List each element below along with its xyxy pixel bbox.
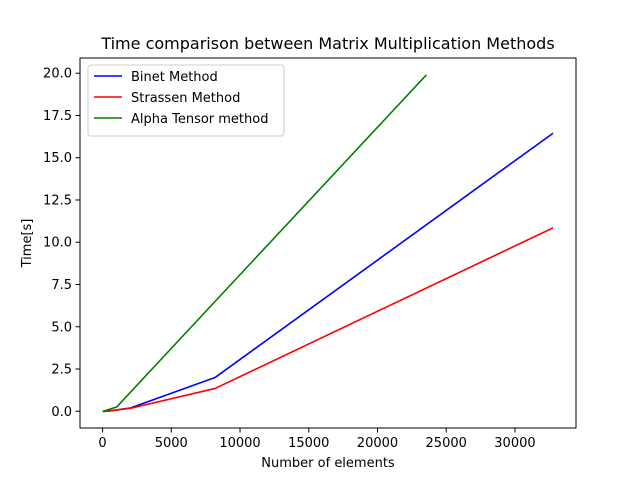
y-tick-label: 0.0 (51, 405, 72, 420)
y-tick-label: 15.0 (43, 151, 72, 166)
x-tick-label: 25000 (426, 436, 467, 451)
y-tick-label: 2.5 (51, 363, 72, 378)
x-axis-label: Number of elements (261, 456, 395, 471)
legend-label-1: Strassen Method (131, 91, 240, 106)
y-tick-label: 17.5 (43, 109, 72, 124)
plot-area (102, 74, 554, 413)
x-tick-label: 5000 (155, 436, 188, 451)
y-tick-label: 20.0 (43, 67, 72, 82)
x-tick-label: 20000 (357, 436, 398, 451)
legend-label-0: Binet Method (131, 70, 218, 85)
y-tick-label: 10.0 (43, 236, 72, 251)
y-tick-label: 12.5 (43, 193, 72, 208)
y-tick-label: 5.0 (51, 320, 72, 335)
axis-ticks: 0 5000 10000 15000 20000 25000 30000 0.0 2.5 5.0 7… (43, 67, 536, 451)
x-tick-label: 10000 (219, 436, 260, 451)
legend: Binet Method Strassen Method Alpha Tensor … (87, 64, 285, 137)
axes-frame (79, 57, 577, 429)
x-tick-label: 0 (98, 436, 106, 451)
y-tick-label: 7.5 (51, 278, 72, 293)
series-line-2 (102, 74, 427, 413)
x-tick-label: 15000 (288, 436, 329, 451)
legend-box (87, 64, 285, 137)
y-axis-label: Time[s] (20, 219, 35, 269)
x-tick-label: 30000 (494, 436, 535, 451)
chart-title: Time comparison between Matrix Multiplic… (100, 34, 554, 53)
legend-label-2: Alpha Tensor method (131, 112, 268, 127)
